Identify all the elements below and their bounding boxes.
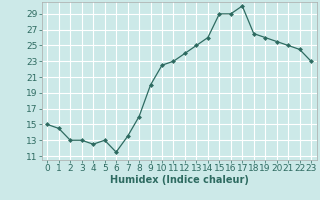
X-axis label: Humidex (Indice chaleur): Humidex (Indice chaleur) <box>110 175 249 185</box>
